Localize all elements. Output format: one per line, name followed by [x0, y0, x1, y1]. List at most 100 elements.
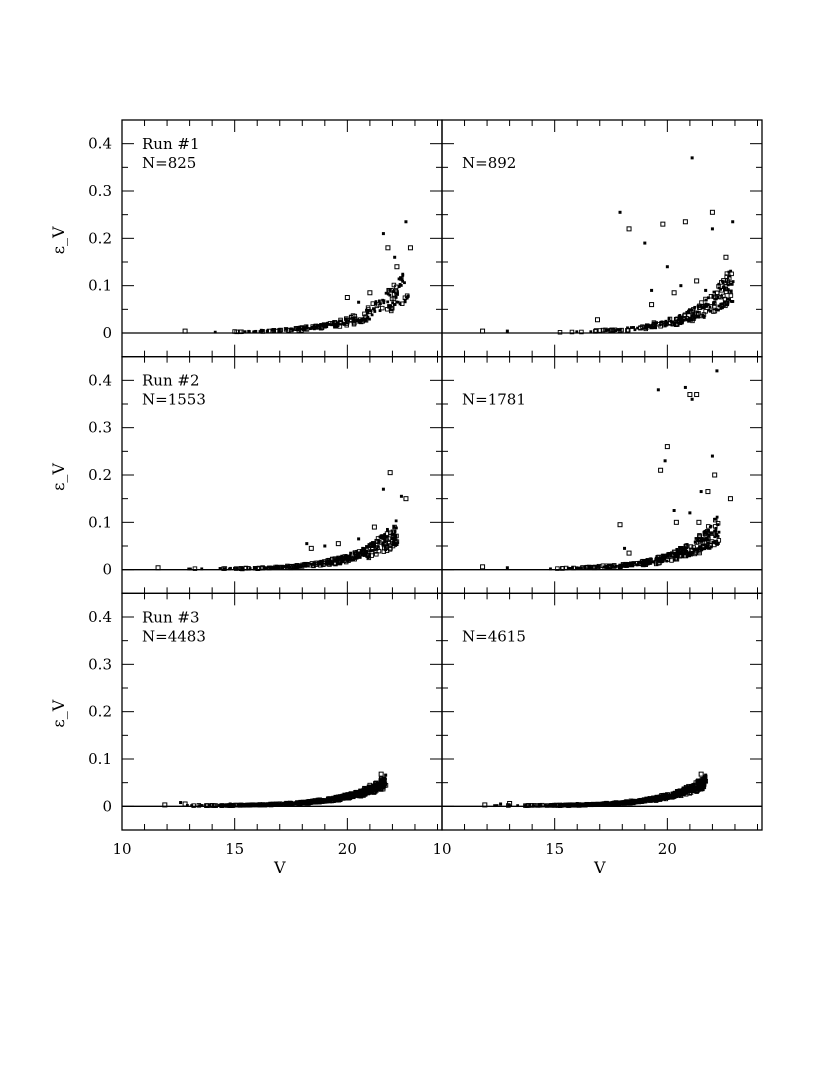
data-point	[594, 317, 600, 323]
data-point	[595, 802, 599, 806]
data-point	[338, 796, 342, 800]
data-point	[700, 540, 706, 546]
data-point	[569, 567, 572, 570]
data-point	[714, 297, 718, 301]
data-point	[289, 327, 294, 333]
data-point	[296, 801, 300, 805]
data-point	[187, 567, 191, 571]
data-point	[370, 787, 375, 792]
data-point	[664, 797, 668, 800]
data-point	[320, 800, 324, 804]
data-point	[377, 539, 381, 543]
data-point	[622, 564, 626, 567]
data-point	[293, 802, 297, 806]
data-point	[687, 786, 691, 789]
data-point	[713, 517, 717, 521]
data-point	[381, 541, 385, 545]
data-point	[620, 562, 626, 567]
data-point	[381, 779, 386, 784]
data-point	[247, 803, 251, 807]
x-tick-label: 20	[658, 840, 677, 858]
data-point	[271, 328, 275, 332]
data-point	[499, 802, 503, 806]
data-point	[729, 290, 733, 293]
data-point	[579, 329, 584, 335]
data-point	[617, 564, 621, 568]
data-point	[692, 547, 696, 551]
data-point	[724, 271, 730, 276]
data-point	[702, 784, 706, 788]
data-point	[649, 557, 653, 561]
data-point	[604, 566, 608, 569]
data-point	[727, 270, 731, 274]
data-point	[680, 549, 684, 553]
x-tick-label: 20	[338, 840, 357, 858]
data-point	[675, 547, 679, 551]
data-point	[612, 802, 616, 805]
data-point	[296, 327, 302, 333]
data-point	[505, 566, 509, 570]
panel-frame	[441, 592, 763, 831]
data-point	[253, 567, 256, 571]
data-point	[629, 562, 635, 568]
data-point	[256, 566, 262, 571]
data-point	[362, 311, 367, 317]
data-point	[656, 388, 660, 392]
data-point	[284, 327, 288, 331]
data-point	[575, 566, 579, 570]
data-point	[378, 309, 382, 313]
data-point	[721, 306, 724, 310]
data-point	[704, 543, 709, 548]
data-point	[316, 324, 320, 327]
data-point	[564, 803, 568, 807]
y-tick-label: 0.2	[88, 703, 112, 721]
data-point	[726, 300, 730, 304]
data-point	[259, 328, 263, 332]
data-point	[559, 566, 565, 571]
data-point	[655, 796, 661, 802]
data-point	[394, 264, 400, 270]
data-point	[713, 540, 717, 544]
data-point	[713, 529, 716, 533]
data-point	[702, 305, 706, 309]
data-point	[647, 559, 651, 563]
data-point	[680, 789, 684, 793]
data-point	[339, 561, 343, 565]
data-point	[385, 535, 388, 539]
data-point	[692, 782, 696, 786]
data-point	[640, 324, 645, 329]
data-point	[604, 328, 608, 332]
data-point	[723, 286, 728, 292]
data-point	[546, 804, 550, 808]
data-point	[643, 798, 647, 802]
data-point	[392, 532, 396, 536]
data-point	[617, 522, 623, 528]
data-point	[685, 790, 688, 793]
data-point	[687, 392, 693, 398]
data-point	[663, 459, 667, 463]
data-point	[593, 329, 598, 334]
x-tick-label: 10	[112, 840, 131, 858]
data-point	[234, 329, 239, 335]
data-point	[269, 565, 272, 569]
data-point	[373, 548, 377, 552]
data-point	[360, 549, 364, 553]
data-point	[660, 797, 664, 801]
data-point	[371, 541, 377, 546]
data-point	[337, 324, 343, 329]
data-point	[703, 781, 707, 785]
data-point	[729, 271, 734, 277]
data-point	[381, 487, 385, 491]
data-point	[352, 319, 356, 323]
data-point	[623, 800, 627, 804]
data-point	[704, 773, 708, 777]
data-point	[702, 780, 706, 784]
data-point	[582, 802, 588, 808]
data-point	[352, 317, 356, 320]
data-point	[382, 301, 386, 305]
data-point	[403, 496, 409, 502]
data-point	[381, 543, 385, 547]
data-point	[284, 802, 287, 806]
data-point	[613, 329, 617, 332]
data-point	[361, 793, 365, 797]
